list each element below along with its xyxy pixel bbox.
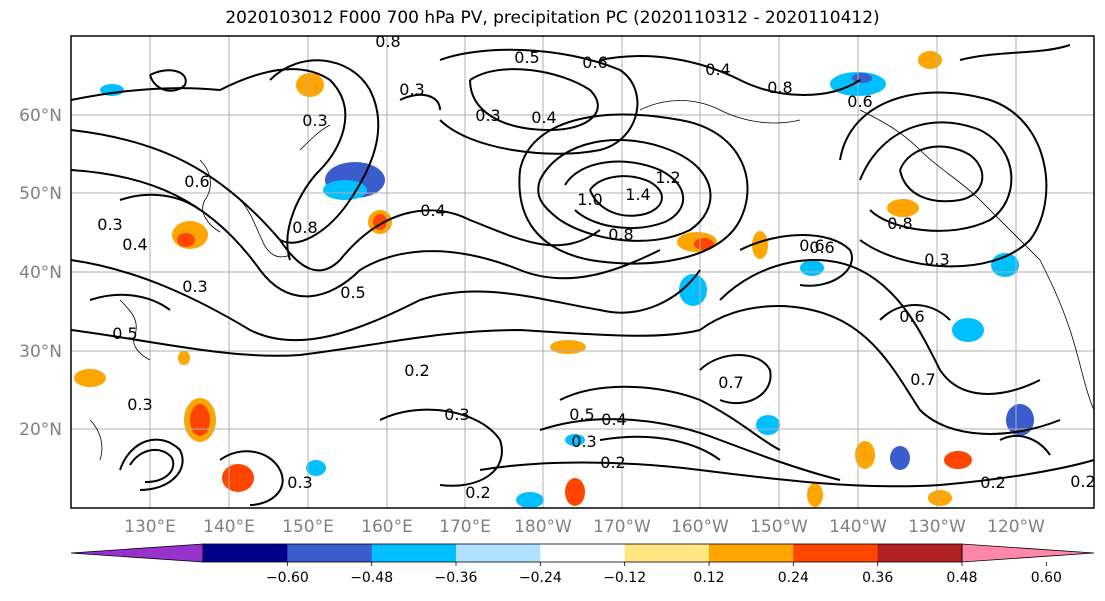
colorbar-tick-label: −0.36 [435,570,478,586]
contour-label: 0.3 [444,405,469,424]
colorbar-tick-label: 0.36 [862,570,893,586]
colorbar-outline [202,543,963,563]
contour-label: 0.8 [292,218,317,237]
lon-label: 150°W [750,517,808,537]
lon-label: 160°E [361,517,413,537]
latitude-labels: 60°N 50°N 40°N 30°N 20°N [19,106,62,440]
contour-label: 0.6 [899,307,924,326]
colorbar-segment [793,544,879,562]
lon-label: 120°W [987,517,1045,537]
colorbar-segment [877,544,963,562]
lat-label: 30°N [19,342,62,362]
colorbar-extend-right [961,543,1095,563]
colorbar-segment [624,544,710,562]
contour-label: 0.6 [184,172,209,191]
contour-label: 0.5 [340,283,365,302]
colorbar-tick-label: −0.12 [603,570,646,586]
contour-label: 0.3 [399,80,424,99]
lon-label: 160°W [671,517,729,537]
contour-label: 0.5 [569,405,594,424]
longitude-labels: 130°E 140°E 150°E 160°E 170°E 180°W 170°W 160°W… [124,517,1045,537]
contour-label: 0.2 [600,453,625,472]
contour-label: 0.4 [531,108,556,127]
lat-label: 20°N [19,420,62,440]
colorbar-tick-labels: −0.60 −0.48 −0.36 −0.24 −0.12 0.12 0.24 0.36 0.4… [266,562,1062,586]
contour-label: 0.3 [302,111,327,130]
contour-label: 0.6 [582,53,607,72]
contour-label: 0.4 [420,201,445,220]
lon-label: 140°E [203,517,255,537]
lon-label: 130°E [124,517,176,537]
contour-label: 1.2 [655,168,680,187]
contour-label: 0.6 [799,236,824,255]
graticule [71,36,1094,508]
contour-label: 0.4 [122,235,147,254]
colorbar-segment [287,544,373,562]
contour-label: 0.7 [718,373,743,392]
contour-label-layer: 0.80.5 0.6 0.40.30.40.30.80.60.30.60.30.41… [97,32,1095,502]
colorbar-tick-label: 0.48 [946,570,977,586]
contour-label: 0.3 [571,432,596,451]
contour-label: 1.4 [625,185,650,204]
contour-label: 0.2 [1070,472,1095,491]
contour-label: 0.3 [287,473,312,492]
precip-shading [74,51,1034,508]
contour-label: 0.8 [887,214,912,233]
contour-label: 0.5 [112,324,137,343]
contour-label: 0.7 [910,370,935,389]
colorbar-tick-label: 0.12 [693,570,724,586]
contour-label: 0.8 [375,32,400,51]
lon-label: 180°W [514,517,572,537]
colorbar-tick-label: 0.24 [778,570,809,586]
contour-label: 0.8 [608,225,633,244]
contour-label: 0.3 [475,106,500,125]
colorbar-tick-label: −0.24 [519,570,562,586]
figure-title: 2020103012 F000 700 hPa PV, precipitatio… [225,8,880,28]
contour-label: 0.4 [601,410,626,429]
contour-label: 1.0 [577,190,602,209]
contour-label: 0.6 [847,92,872,111]
lon-label: 150°E [282,517,334,537]
contour-label: 0.5 [514,48,539,67]
lon-label: 170°W [593,517,651,537]
lon-label: 170°E [439,517,491,537]
contour-label: 0.3 [182,277,207,296]
colorbar-segment [540,544,626,562]
map-panel: 0.80.5 0.6 0.40.30.40.30.80.60.30.60.30.41… [70,32,1096,509]
colorbar-segment [371,544,457,562]
contour-label: 0.2 [980,473,1005,492]
lat-label: 60°N [19,106,62,126]
coastlines [89,100,1095,461]
colorbar-tick-label: −0.60 [266,570,309,586]
contour-label: 0.6 [809,238,834,257]
pv-contours [70,44,1095,506]
colorbar [70,543,1095,563]
contour-label: 0.8 [767,78,792,97]
colorbar-tick-label: 0.60 [1031,570,1062,586]
contour-label: 0.3 [924,250,949,269]
colorbar-segment [709,544,794,562]
colorbar-segment [203,544,288,562]
contour-label: 0.2 [404,361,429,380]
contour-label: 0.4 [705,60,730,79]
colorbar-extend-left [70,543,204,563]
lon-label: 130°W [908,517,966,537]
map-border [70,35,1095,509]
colorbar-segment [456,544,541,562]
contour-label: 0.2 [465,483,490,502]
contour-label: 0.3 [127,395,152,414]
colorbar-tick-label: −0.48 [350,570,393,586]
lat-label: 40°N [19,263,62,283]
contour-label: 0.3 [97,215,122,234]
lon-label: 140°W [829,517,887,537]
lat-label: 50°N [19,184,62,204]
